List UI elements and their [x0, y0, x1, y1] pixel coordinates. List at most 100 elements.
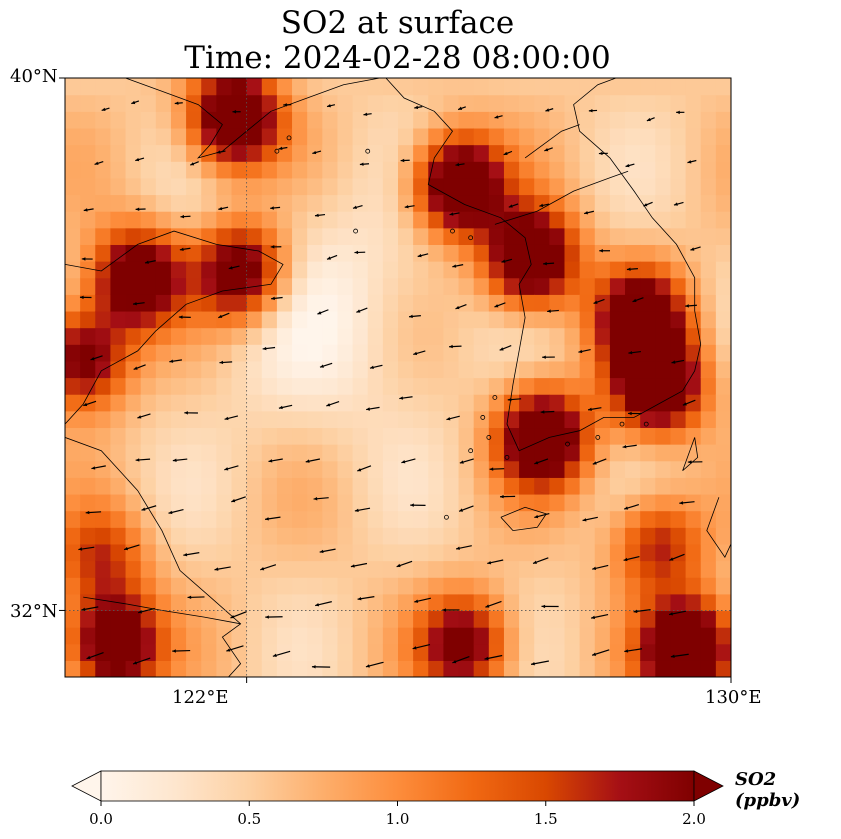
field-cell — [715, 377, 731, 395]
field-cell — [685, 527, 702, 545]
field-cell — [367, 627, 384, 645]
field-cell — [95, 294, 112, 312]
field-cell — [640, 610, 656, 628]
field-cell — [95, 427, 112, 445]
field-cell — [352, 627, 369, 645]
field-cell — [367, 493, 384, 512]
field-cell — [488, 593, 505, 612]
field-cell — [307, 394, 323, 412]
field-cell — [443, 127, 460, 146]
field-cell — [322, 377, 339, 395]
field-cell — [488, 444, 505, 462]
field-cell — [428, 360, 445, 379]
wind-arrow — [541, 604, 559, 609]
field-cell — [95, 111, 112, 129]
field-cell — [382, 227, 399, 245]
field-cell — [443, 144, 460, 162]
field-cell — [700, 344, 717, 362]
field-cell — [352, 660, 369, 677]
field-cell — [125, 394, 142, 412]
field-cell — [640, 577, 656, 595]
field-cell — [170, 344, 187, 362]
field-cell — [201, 627, 217, 645]
field-cell — [473, 294, 490, 312]
field-cell — [246, 78, 263, 96]
field-cell — [443, 477, 460, 495]
field-cell — [95, 277, 112, 295]
field-cell — [549, 510, 566, 528]
field-cell — [80, 94, 96, 112]
wind-arrow — [224, 415, 239, 421]
field-cell — [398, 427, 414, 445]
field-cell — [549, 444, 566, 462]
field-cell — [352, 327, 369, 345]
field-cell — [564, 111, 581, 129]
field-cell — [95, 460, 112, 478]
field-cell — [337, 543, 354, 562]
field-cell — [473, 277, 490, 295]
field-cell — [413, 427, 429, 445]
field-cell — [579, 261, 596, 279]
field-cell — [292, 327, 308, 345]
field-cell — [337, 593, 354, 612]
field-cell — [715, 161, 731, 179]
field-cell — [231, 94, 248, 112]
field-cell — [398, 310, 414, 329]
coastline-segment — [125, 78, 380, 159]
field-cell — [140, 643, 157, 661]
field-cell — [443, 94, 460, 112]
field-cell — [700, 477, 717, 495]
field-cell — [367, 227, 384, 245]
field-cell — [231, 377, 248, 395]
field-cell — [307, 211, 323, 229]
field-cell — [170, 577, 187, 595]
field-cell — [519, 444, 535, 462]
field-cell — [443, 593, 460, 612]
field-cell — [519, 577, 535, 595]
field-cell — [261, 277, 278, 295]
colorbar-extend-low — [71, 770, 102, 802]
field-cell — [337, 161, 354, 179]
field-cell — [322, 643, 339, 661]
field-cell — [488, 527, 505, 545]
field-cell — [715, 360, 731, 379]
field-cell — [640, 593, 656, 612]
colorbar-tick-label: 0.5 — [237, 810, 262, 828]
field-cell — [246, 543, 263, 562]
field-cell — [700, 460, 717, 478]
field-cell — [80, 444, 96, 462]
field-cell — [715, 460, 731, 478]
wind-arrow — [219, 360, 233, 365]
field-cell — [201, 493, 217, 512]
field-cell — [534, 194, 550, 212]
field-cell — [352, 127, 369, 146]
field-cell — [382, 360, 399, 379]
field-cell — [352, 211, 369, 229]
field-cell — [670, 310, 687, 329]
field-cell — [170, 277, 187, 295]
field-cell — [443, 360, 460, 379]
island-outline — [353, 228, 359, 234]
field-cell — [246, 610, 263, 628]
wind-arrow — [354, 250, 366, 255]
field-cell — [473, 310, 490, 329]
field-cell — [594, 111, 611, 129]
field-cell — [534, 144, 550, 162]
field-cell — [140, 460, 157, 478]
field-cell — [382, 510, 399, 528]
field-cell — [186, 643, 202, 661]
field-cell — [503, 127, 520, 146]
field-cell — [670, 344, 687, 362]
field-cell — [110, 344, 127, 362]
field-cell — [564, 94, 581, 112]
field-cell — [564, 310, 581, 329]
field-cell — [473, 460, 490, 478]
field-cell — [337, 577, 354, 595]
field-cell — [458, 294, 475, 312]
island-outline — [504, 454, 510, 460]
field-cell — [640, 460, 656, 478]
field-cell — [534, 410, 550, 429]
wind-arrow — [623, 555, 640, 562]
field-cell — [640, 427, 656, 445]
field-cell — [95, 560, 112, 578]
